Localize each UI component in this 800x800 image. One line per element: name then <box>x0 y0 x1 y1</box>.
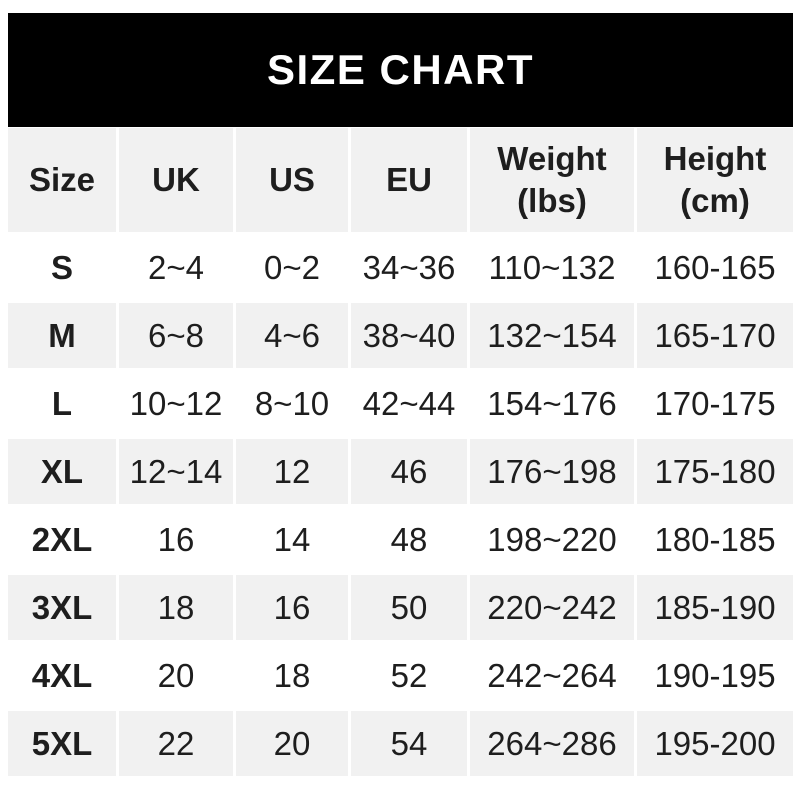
table-cell: 52 <box>351 643 467 708</box>
row-size-label: 5XL <box>8 711 116 776</box>
row-size-label: 4XL <box>8 643 116 708</box>
table-cell: 190-195 <box>637 643 793 708</box>
table-cell: 195-200 <box>637 711 793 776</box>
table-cell: 42~44 <box>351 371 467 436</box>
table-row: L 10~12 8~10 42~44 154~176 170-175 <box>8 371 793 436</box>
table-cell: 16 <box>236 575 348 640</box>
table-cell: 220~242 <box>470 575 634 640</box>
table-cell: 34~36 <box>351 235 467 300</box>
table-row: S 2~4 0~2 34~36 110~132 160-165 <box>8 235 793 300</box>
column-header-eu: EU <box>351 128 467 232</box>
row-size-label: L <box>8 371 116 436</box>
table-cell: 50 <box>351 575 467 640</box>
table-cell: 0~2 <box>236 235 348 300</box>
table-cell: 132~154 <box>470 303 634 368</box>
table-row: 4XL 20 18 52 242~264 190-195 <box>8 643 793 708</box>
table-cell: 180-185 <box>637 507 793 572</box>
column-header-size: Size <box>8 128 116 232</box>
table-cell: 38~40 <box>351 303 467 368</box>
table-cell: 165-170 <box>637 303 793 368</box>
table-cell: 185-190 <box>637 575 793 640</box>
table-cell: 154~176 <box>470 371 634 436</box>
table-cell: 2~4 <box>119 235 233 300</box>
column-header-uk: UK <box>119 128 233 232</box>
table-cell: 170-175 <box>637 371 793 436</box>
column-header-height: Height (cm) <box>637 128 793 232</box>
table-cell: 6~8 <box>119 303 233 368</box>
table-cell: 110~132 <box>470 235 634 300</box>
table-header-row: Size UK US EU Weight (lbs) Height (cm) <box>8 128 793 232</box>
table-cell: 10~12 <box>119 371 233 436</box>
table-cell: 264~286 <box>470 711 634 776</box>
column-header-us: US <box>236 128 348 232</box>
table-cell: 18 <box>119 575 233 640</box>
table-row: 5XL 22 20 54 264~286 195-200 <box>8 711 793 776</box>
column-header-weight: Weight (lbs) <box>470 128 634 232</box>
table-cell: 46 <box>351 439 467 504</box>
size-table: Size UK US EU Weight (lbs) Height (cm) S… <box>5 125 796 779</box>
page-title: SIZE CHART <box>267 46 534 93</box>
table-cell: 22 <box>119 711 233 776</box>
table-cell: 18 <box>236 643 348 708</box>
table-cell: 4~6 <box>236 303 348 368</box>
size-table-body: S 2~4 0~2 34~36 110~132 160-165 M 6~8 4~… <box>8 235 793 776</box>
table-row: 2XL 16 14 48 198~220 180-185 <box>8 507 793 572</box>
row-size-label: XL <box>8 439 116 504</box>
table-cell: 12 <box>236 439 348 504</box>
table-cell: 12~14 <box>119 439 233 504</box>
table-cell: 20 <box>236 711 348 776</box>
table-cell: 242~264 <box>470 643 634 708</box>
table-cell: 8~10 <box>236 371 348 436</box>
table-cell: 20 <box>119 643 233 708</box>
row-size-label: M <box>8 303 116 368</box>
table-row: M 6~8 4~6 38~40 132~154 165-170 <box>8 303 793 368</box>
table-cell: 14 <box>236 507 348 572</box>
table-cell: 198~220 <box>470 507 634 572</box>
table-cell: 16 <box>119 507 233 572</box>
table-row: XL 12~14 12 46 176~198 175-180 <box>8 439 793 504</box>
table-cell: 175-180 <box>637 439 793 504</box>
table-cell: 48 <box>351 507 467 572</box>
table-row: 3XL 18 16 50 220~242 185-190 <box>8 575 793 640</box>
title-banner: SIZE CHART <box>8 13 793 127</box>
table-cell: 160-165 <box>637 235 793 300</box>
table-cell: 176~198 <box>470 439 634 504</box>
row-size-label: 2XL <box>8 507 116 572</box>
table-cell: 54 <box>351 711 467 776</box>
row-size-label: S <box>8 235 116 300</box>
row-size-label: 3XL <box>8 575 116 640</box>
